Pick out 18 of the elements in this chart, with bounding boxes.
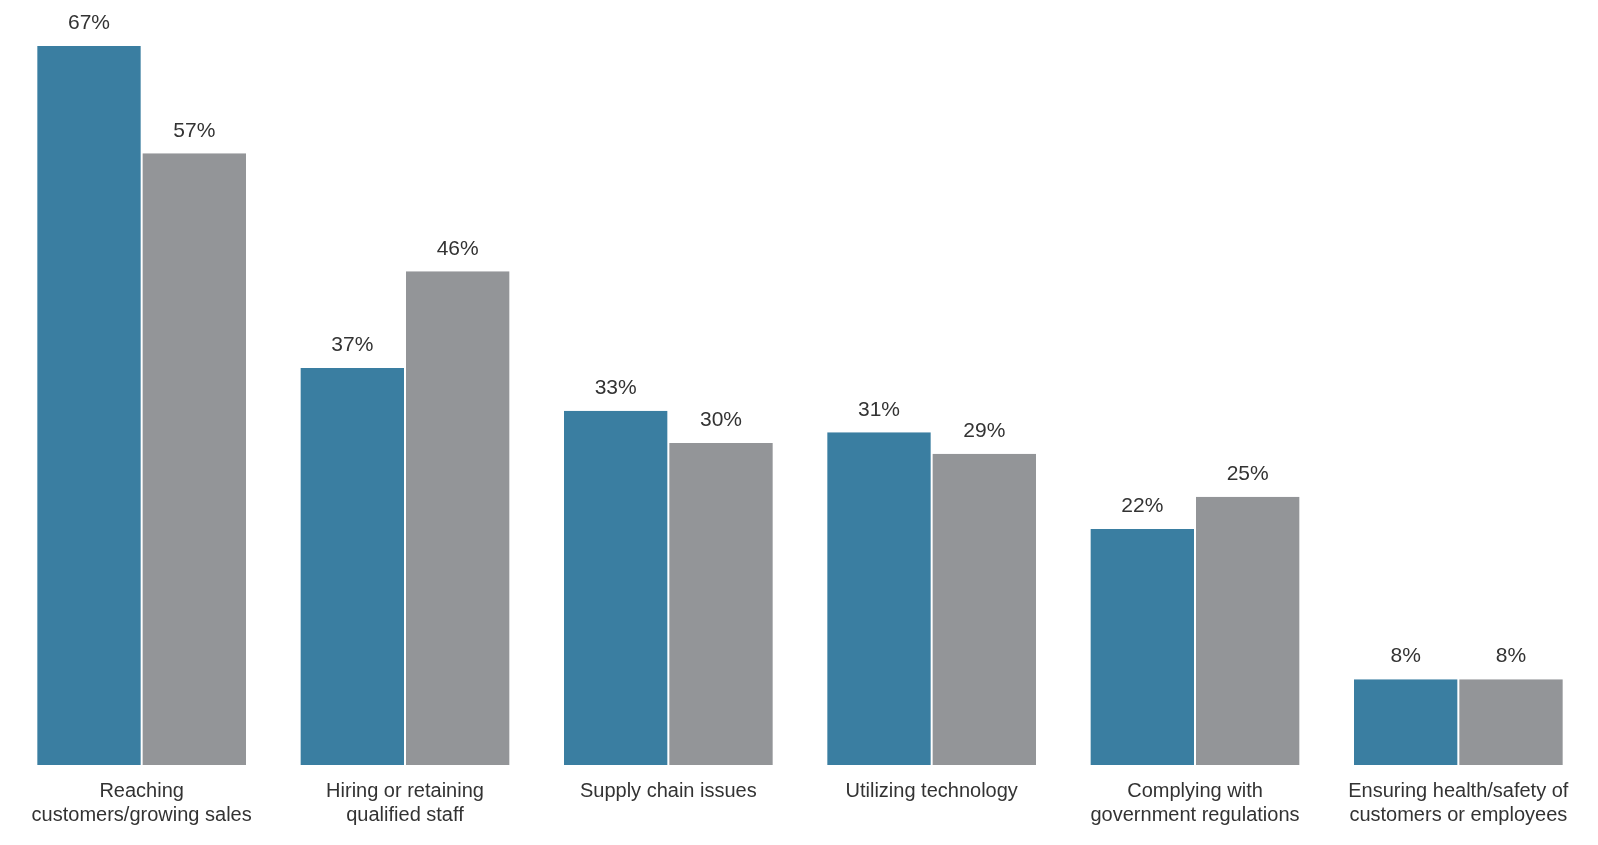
data-label: 67% — [67, 10, 111, 34]
x-tick-label: Hiring or retaining qualified staff — [326, 778, 484, 825]
x-tick-label: Reaching customers/growing sales — [31, 778, 252, 825]
data-label: 22% — [1121, 493, 1164, 517]
data-label: 31% — [857, 396, 901, 420]
data-label: 25% — [1226, 461, 1269, 485]
data-label: 29% — [963, 418, 1006, 442]
data-label: 46% — [436, 235, 479, 259]
data-label: 8% — [1390, 643, 1421, 667]
data-label: 57% — [173, 117, 216, 141]
data-label: 8% — [1495, 643, 1527, 667]
x-tick-label: Utilizing technology — [845, 778, 1018, 801]
data-label: 30% — [699, 407, 743, 431]
data-label: 37% — [331, 332, 374, 356]
x-tick-label: Ensuring health/safety of customers or employees — [1348, 778, 1569, 825]
data-label: 33% — [594, 375, 637, 399]
x-tick-label: Complying with government regulations — [1090, 778, 1300, 825]
x-tick-label: Supply chain issues — [579, 778, 757, 801]
